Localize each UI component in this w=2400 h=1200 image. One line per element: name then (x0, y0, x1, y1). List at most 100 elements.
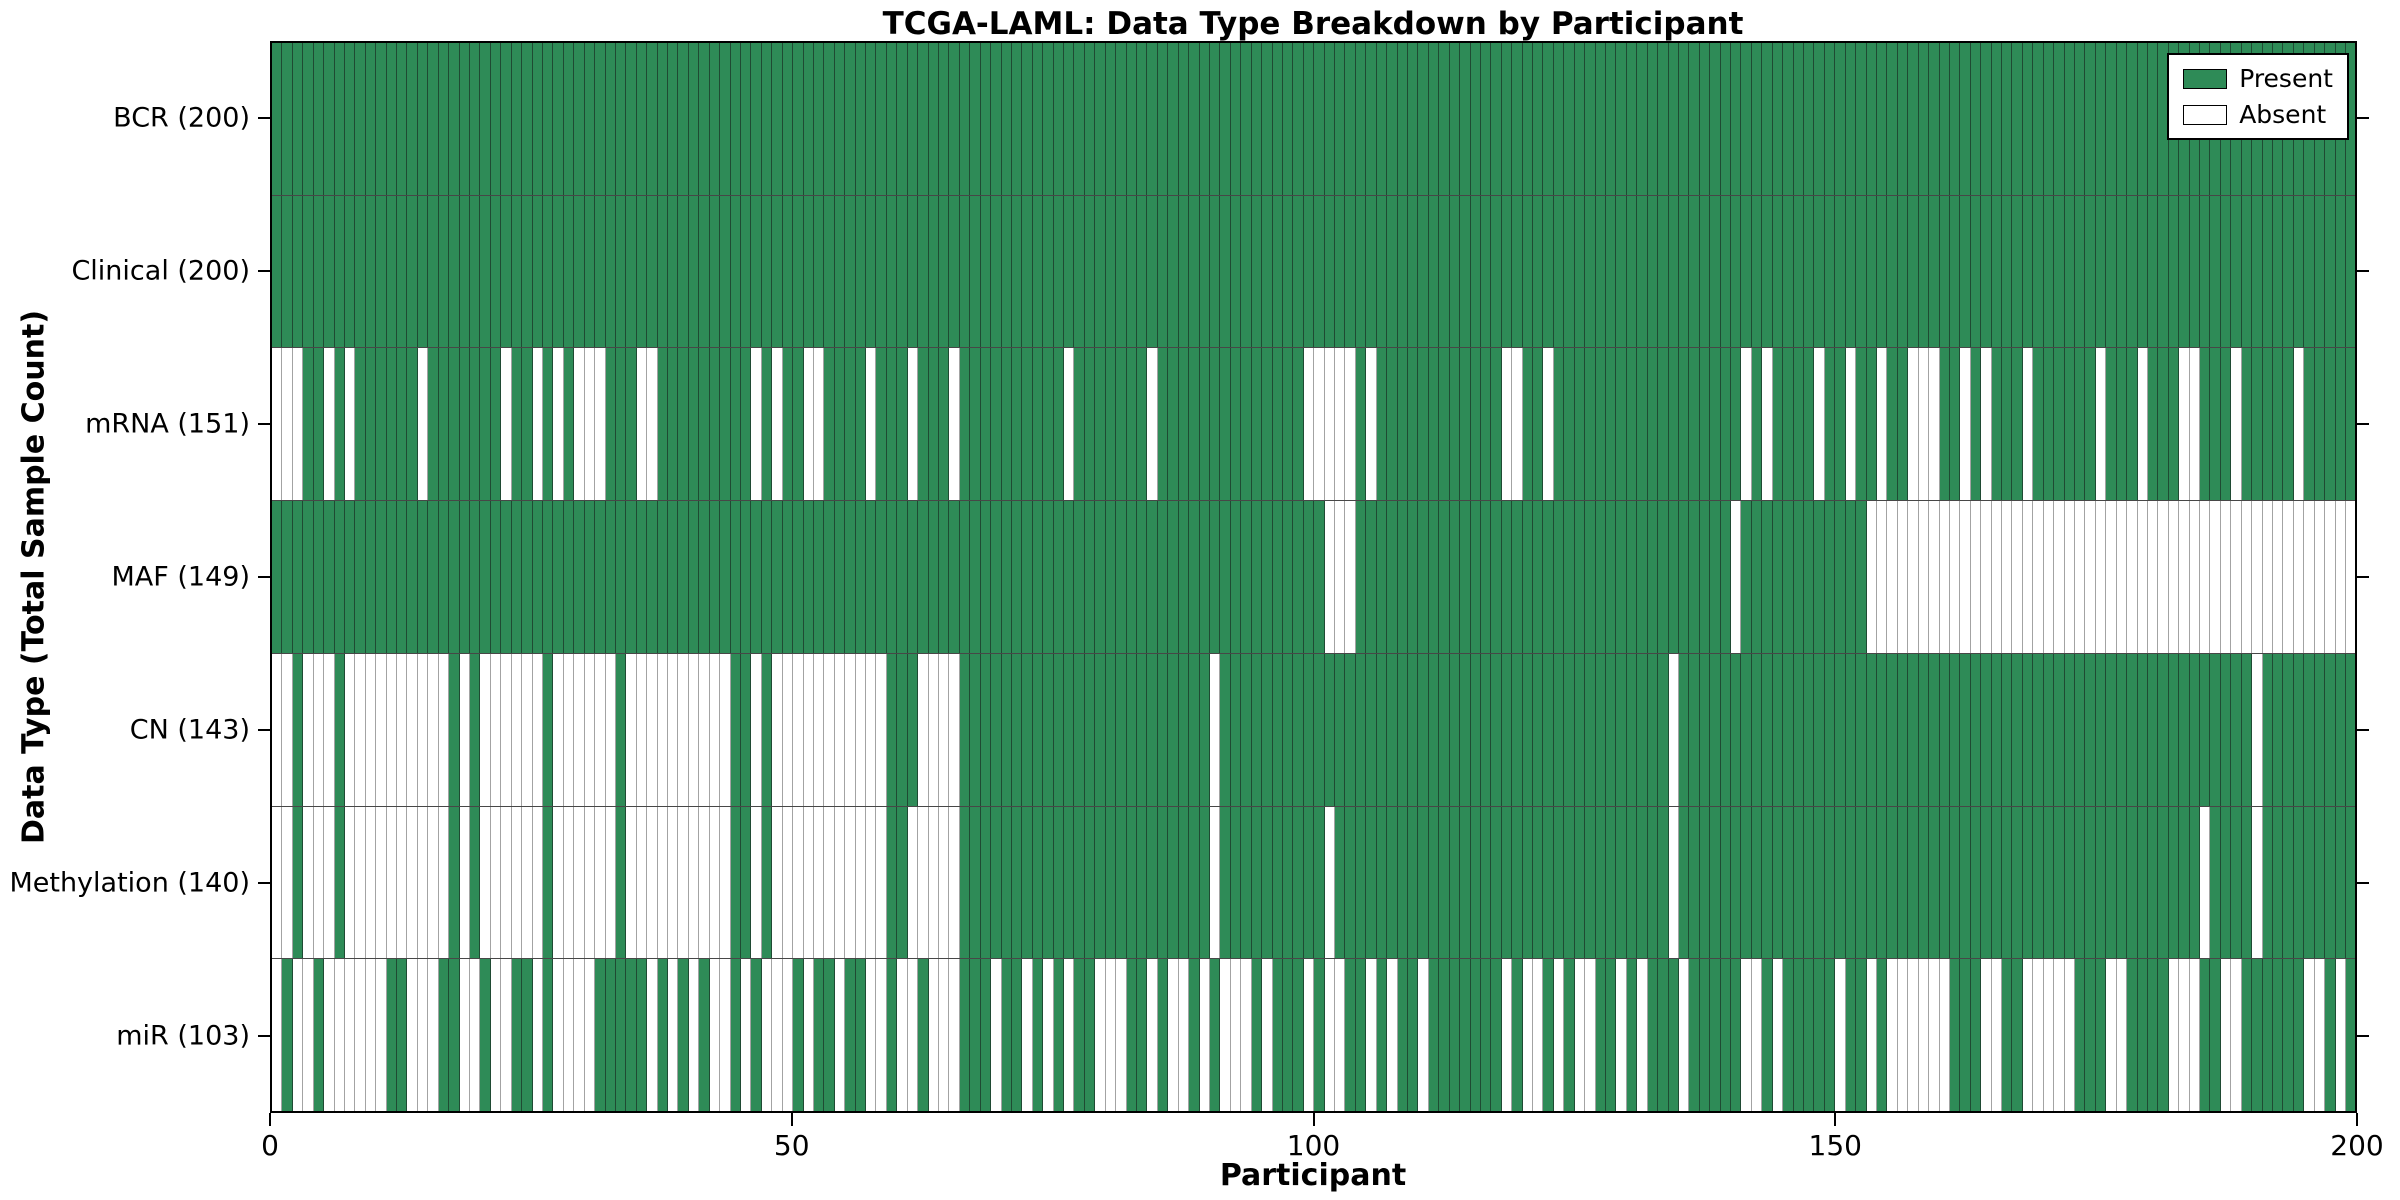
matrix-cell (2116, 806, 2128, 959)
matrix-cell (2345, 348, 2356, 501)
matrix-cell (397, 959, 408, 1112)
matrix-cell (1209, 348, 1221, 501)
matrix-cell (553, 959, 564, 1112)
matrix-cell (793, 43, 804, 195)
matrix-cell (282, 501, 293, 653)
matrix-cell (1866, 806, 1877, 959)
matrix-cell (574, 195, 585, 348)
matrix-cell (866, 806, 877, 959)
x-tick-mark (790, 1113, 793, 1126)
matrix-cell (2064, 195, 2075, 348)
matrix-cell (1053, 195, 1065, 348)
x-axis-ticks: 0 50 100 150 200 (261, 1113, 2384, 1183)
matrix-cell (1095, 959, 1106, 1112)
matrix-cell (1022, 653, 1033, 806)
matrix-cell (1397, 348, 1408, 501)
matrix-cell (1168, 653, 1179, 806)
matrix-cell (2012, 806, 2023, 959)
matrix-cell (1731, 806, 1742, 959)
matrix-cell (939, 195, 950, 348)
matrix-cell (1647, 195, 1659, 348)
matrix-cell (740, 501, 752, 653)
matrix-cell (636, 501, 648, 653)
matrix-cell (1804, 806, 1815, 959)
matrix-cell (1064, 195, 1075, 348)
matrix-cell (501, 501, 512, 653)
matrix-cell (740, 195, 752, 348)
matrix-cell (2012, 959, 2023, 1112)
matrix-cell (1314, 501, 1325, 653)
matrix-cell (866, 653, 877, 806)
matrix-cell (1574, 501, 1586, 653)
matrix-cell (1616, 959, 1627, 1112)
matrix-cell (1772, 195, 1784, 348)
matrix-cell (1439, 653, 1450, 806)
matrix-cell (980, 653, 992, 806)
matrix-cell (1574, 43, 1586, 195)
matrix-cell (1741, 348, 1752, 501)
matrix-cell (1793, 348, 1805, 501)
matrix-cell (1960, 806, 1971, 959)
matrix-cell (1991, 348, 2003, 501)
matrix-cell (793, 348, 804, 501)
matrix-cell (1470, 195, 1481, 348)
matrix-cell (709, 653, 721, 806)
matrix-cell (2106, 348, 2117, 501)
matrix-cell (1835, 43, 1846, 195)
matrix-cell (855, 43, 867, 195)
matrix-cell (834, 348, 846, 501)
matrix-cell (1439, 348, 1450, 501)
matrix-cell (918, 806, 929, 959)
matrix-cell (470, 959, 481, 1112)
matrix-cell (1147, 348, 1158, 501)
matrix-cell (2158, 501, 2169, 653)
matrix-cell (2314, 195, 2326, 348)
matrix-cell (991, 959, 1002, 1112)
matrix-cell (1220, 806, 1231, 959)
matrix-cell (2304, 348, 2315, 501)
matrix-cell (2002, 959, 2013, 1112)
matrix-cell (1095, 501, 1106, 653)
y-tick-labels: BCR (200) Clinical (200) mRNA (151) MAF (14… (0, 41, 256, 1113)
matrix-cell (1699, 959, 1711, 1112)
matrix-cell (542, 501, 554, 653)
matrix-cell (1866, 501, 1877, 653)
matrix-cell (1647, 653, 1659, 806)
matrix-cell (1345, 959, 1356, 1112)
matrix-cell (1480, 501, 1492, 653)
matrix-cell (647, 348, 658, 501)
matrix-row-mRNA (272, 348, 2356, 502)
matrix-cell (1512, 959, 1523, 1112)
matrix-cell (1512, 43, 1523, 195)
matrix-cell (1480, 959, 1492, 1112)
matrix-cell (1772, 43, 1784, 195)
matrix-cell (1606, 653, 1617, 806)
matrix-cell (1324, 653, 1336, 806)
matrix-cell (1209, 501, 1221, 653)
matrix-cell (1355, 653, 1367, 806)
matrix-cell (1637, 195, 1648, 348)
matrix-cell (2147, 959, 2159, 1112)
matrix-cell (1043, 348, 1054, 501)
matrix-cell (428, 959, 439, 1112)
matrix-cell (939, 653, 950, 806)
matrix-cell (2033, 195, 2044, 348)
matrix-cell (282, 43, 293, 195)
matrix-cell (668, 653, 679, 806)
matrix-cell (1480, 43, 1492, 195)
matrix-cell (542, 959, 554, 1112)
matrix-cell (751, 653, 762, 806)
matrix-cell (709, 43, 721, 195)
matrix-cell (1668, 195, 1679, 348)
matrix-cell (1668, 806, 1679, 959)
matrix-cell (1001, 348, 1012, 501)
matrix-cell (2106, 501, 2117, 653)
matrix-cell (615, 806, 627, 959)
matrix-cell (532, 806, 543, 959)
matrix-cell (1845, 43, 1857, 195)
matrix-cell (2116, 959, 2128, 1112)
matrix-cell (386, 959, 398, 1112)
matrix-cell (1439, 959, 1450, 1112)
matrix-cell (397, 501, 408, 653)
matrix-cell (1668, 348, 1679, 501)
